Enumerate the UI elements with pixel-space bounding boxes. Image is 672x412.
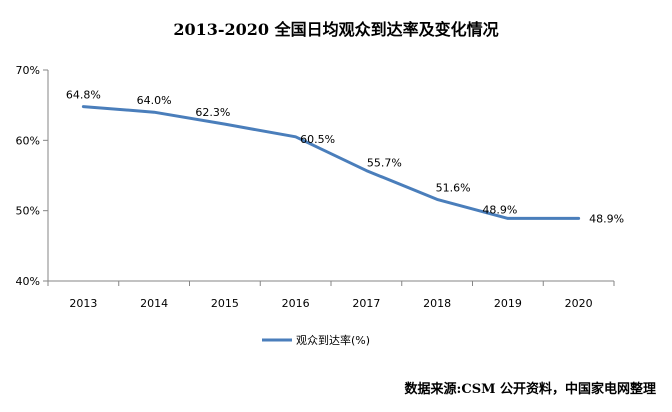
series-line [81, 105, 581, 220]
series-layer [81, 105, 581, 220]
data-label: 62.3% [195, 106, 230, 119]
data-label: 48.9% [589, 212, 624, 225]
y-tick-label: 60% [16, 134, 40, 147]
data-label: 55.7% [367, 157, 402, 170]
y-tick-labels: 40% 50% 60% 70% [16, 64, 40, 288]
x-tick-labels: 2013 2014 2015 2016 2017 2018 2019 2020 [69, 297, 592, 310]
data-label: 64.8% [66, 89, 101, 102]
legend: 观众到达率(%) [262, 333, 370, 347]
x-tick-label: 2020 [565, 297, 593, 310]
chart-title: 2013-2020 全国日均观众到达率及变化情况 [173, 20, 499, 39]
x-tick-label: 2014 [140, 297, 168, 310]
y-tick-label: 40% [16, 275, 40, 288]
x-tick-label: 2017 [352, 297, 380, 310]
x-tick-label: 2019 [494, 297, 522, 310]
data-label: 48.9% [482, 203, 517, 216]
data-labels: 64.8% 64.0% 62.3% 60.5% 55.7% 51.6% 48.9% 48.9% [66, 89, 624, 226]
x-tick-label: 2015 [211, 297, 239, 310]
legend-label: 观众到达率(%) [296, 333, 370, 347]
x-tick-label: 2018 [423, 297, 451, 310]
data-label: 51.6% [436, 181, 471, 194]
x-tick-label: 2013 [69, 297, 97, 310]
chart-axes [43, 69, 615, 286]
y-tick-label: 50% [16, 205, 40, 218]
source-note: 数据来源:CSM 公开资料，中国家电网整理 [404, 382, 656, 397]
data-label: 64.0% [137, 94, 172, 107]
y-tick-label: 70% [16, 64, 40, 77]
x-tick-label: 2016 [282, 297, 310, 310]
data-label: 60.5% [300, 133, 335, 146]
